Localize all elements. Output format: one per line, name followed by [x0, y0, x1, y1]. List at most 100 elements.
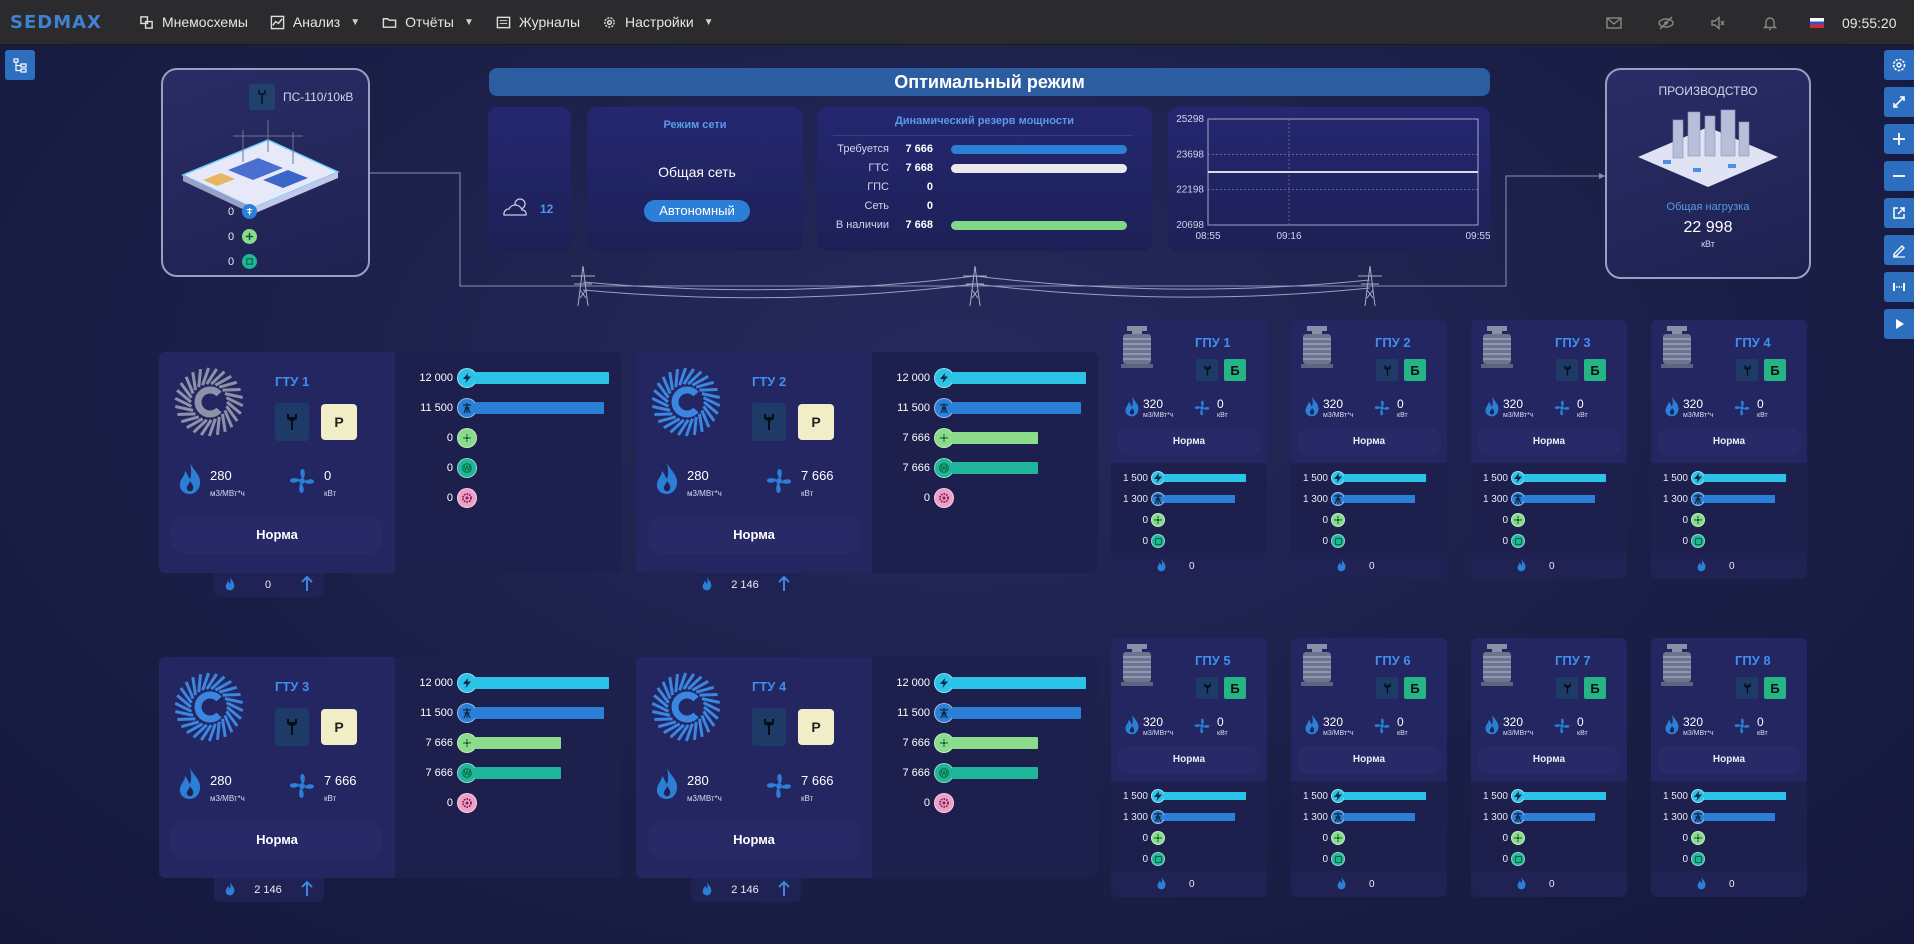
- mode-button[interactable]: Б: [1764, 677, 1786, 699]
- bar-row: 0: [1651, 513, 1705, 527]
- regime-option-autonomous[interactable]: Автономный: [644, 200, 750, 222]
- menu-item-analysis[interactable]: Анализ ▼: [259, 0, 371, 45]
- grid-icon: [1691, 534, 1705, 548]
- open-external-button[interactable]: [1884, 198, 1914, 228]
- gpu-card[interactable]: ГПУ 1 Б 320 м3/МВт*ч 0 кВт Норма 1 500 1 300 0 0: [1111, 320, 1267, 553]
- mode-button[interactable]: Р: [798, 404, 834, 440]
- flame-icon: [1336, 558, 1347, 575]
- signal-button[interactable]: [1884, 272, 1914, 302]
- transmission-icon: [1691, 492, 1705, 506]
- gas-flow-value: 0: [1369, 560, 1375, 572]
- mode-button[interactable]: Р: [798, 709, 834, 745]
- wrench-icon[interactable]: [1196, 677, 1218, 699]
- wrench-icon[interactable]: [1376, 677, 1398, 699]
- gtu-card[interactable]: ГТУ 2 Р 280 м3/МВт*ч 7 666 кВт Норма 12 000 11 5…: [636, 352, 1098, 573]
- zoom-out-button[interactable]: [1884, 161, 1914, 191]
- mode-button[interactable]: Б: [1224, 677, 1246, 699]
- wrench-icon[interactable]: [1736, 677, 1758, 699]
- bar-fill: [475, 677, 609, 689]
- gpu-info: ГПУ 2 Б 320 м3/МВт*ч 0 кВт Норма: [1291, 320, 1447, 463]
- arrow-up-icon[interactable]: [300, 880, 314, 900]
- wrench-icon[interactable]: [1196, 359, 1218, 381]
- wrench-icon[interactable]: [1376, 359, 1398, 381]
- settings-button[interactable]: [1884, 50, 1914, 80]
- gtu-card[interactable]: ГТУ 1 Р 280 м3/МВт*ч 0 кВт Норма 12 000 11 500 0 0…: [159, 352, 621, 573]
- bar-row: 7 666: [872, 428, 1038, 448]
- substation-card[interactable]: ПС-110/10кВ 0 0 0: [161, 68, 370, 277]
- bar-row: 7 666 W: [872, 763, 1038, 783]
- total-load-unit: кВт: [1701, 239, 1715, 249]
- bar-label: 7 666: [902, 737, 930, 749]
- gtu-bars: 12 000 11 500 7 666 7 666 W 0: [872, 657, 1098, 878]
- gpu-card[interactable]: ГПУ 8 Б 320 м3/МВт*ч 0 кВт Норма 1 500 1 300 0 0: [1651, 638, 1807, 871]
- flame-icon: [1156, 876, 1167, 893]
- lightning-icon: [1511, 471, 1525, 485]
- wrench-icon[interactable]: [752, 403, 786, 441]
- production-card[interactable]: ПРОИЗВОДСТВО Общая нагрузка 22 998 кВт: [1605, 68, 1811, 279]
- wrench-icon[interactable]: [1556, 677, 1578, 699]
- mode-button[interactable]: Р: [321, 709, 357, 745]
- sound-icon[interactable]: [1706, 11, 1730, 35]
- gtu-card[interactable]: ГТУ 3 Р 280 м3/МВт*ч 7 666 кВт Норма 12 000 11 5…: [159, 657, 621, 878]
- gas-unit: м3/МВт*ч: [1323, 730, 1354, 737]
- grid-icon: [1151, 852, 1165, 866]
- arrow-up-icon[interactable]: [777, 575, 791, 595]
- gpu-card[interactable]: ГПУ 4 Б 320 м3/МВт*ч 0 кВт Норма 1 500 1 300 0 0: [1651, 320, 1807, 553]
- arrow-up-icon[interactable]: [777, 880, 791, 900]
- mode-button[interactable]: Б: [1404, 677, 1426, 699]
- gpu-title: ГПУ 6: [1375, 653, 1411, 668]
- menu-item-mnemo[interactable]: Мнемосхемы: [128, 0, 259, 45]
- play-button[interactable]: [1884, 309, 1914, 339]
- mode-button[interactable]: Б: [1404, 359, 1426, 381]
- eye-off-icon[interactable]: [1654, 11, 1678, 35]
- substation-title: ПС-110/10кВ: [283, 90, 354, 104]
- gear-icon: [457, 793, 477, 813]
- reserve-bar: [951, 164, 1127, 173]
- mode-button[interactable]: Б: [1764, 359, 1786, 381]
- gpu-card[interactable]: ГПУ 7 Б 320 м3/МВт*ч 0 кВт Норма 1 500 1 300 0 0: [1471, 638, 1627, 871]
- reserve-value: 0: [926, 181, 933, 193]
- bar-row: 1 300: [1291, 492, 1415, 506]
- gpu-card[interactable]: ГПУ 6 Б 320 м3/МВт*ч 0 кВт Норма 1 500 1 300 0 0: [1291, 638, 1447, 871]
- mode-button[interactable]: Б: [1224, 359, 1246, 381]
- bell-icon[interactable]: [1758, 11, 1782, 35]
- gpu-card[interactable]: ГПУ 3 Б 320 м3/МВт*ч 0 кВт Норма 1 500 1 300 0 0: [1471, 320, 1627, 553]
- bar-label: 0: [446, 462, 453, 474]
- tree-toggle-button[interactable]: [5, 50, 35, 80]
- mail-icon[interactable]: [1602, 11, 1626, 35]
- zoom-in-button[interactable]: [1884, 124, 1914, 154]
- edit-button[interactable]: [1884, 235, 1914, 265]
- wrench-icon[interactable]: [249, 84, 275, 110]
- wrench-icon[interactable]: [1736, 359, 1758, 381]
- bar-row: 1 300: [1471, 492, 1595, 506]
- bar-fill: [1704, 792, 1786, 800]
- wrench-icon[interactable]: [275, 708, 309, 746]
- reserve-label: Сеть: [864, 200, 889, 212]
- menu-item-journals[interactable]: Журналы: [485, 0, 591, 45]
- fit-button[interactable]: [1884, 87, 1914, 117]
- transmission-icon: [934, 703, 954, 723]
- gpu-card[interactable]: ГПУ 2 Б 320 м3/МВт*ч 0 кВт Норма 1 500 1 300 0 0: [1291, 320, 1447, 553]
- wrench-icon[interactable]: [275, 403, 309, 441]
- regime-option-grid[interactable]: Общая сеть: [637, 160, 757, 184]
- fan-icon: [761, 463, 797, 504]
- bar-label: 1 300: [1302, 811, 1328, 823]
- mode-button[interactable]: Р: [321, 404, 357, 440]
- wrench-icon[interactable]: [1556, 359, 1578, 381]
- logo[interactable]: SEDMAX: [10, 11, 102, 33]
- menu-item-reports[interactable]: Отчёты ▼: [371, 0, 485, 45]
- gas-flow-value: 2 146: [731, 579, 759, 591]
- language-flag-icon[interactable]: [1810, 17, 1824, 28]
- gpu-card[interactable]: ГПУ 5 Б 320 м3/МВт*ч 0 кВт Норма 1 500 1 300 0 0: [1111, 638, 1267, 871]
- gtu-card[interactable]: ГТУ 4 Р 280 м3/МВт*ч 7 666 кВт Норма 12 000 11 5…: [636, 657, 1098, 878]
- power-value: 0: [1217, 715, 1224, 729]
- mode-button[interactable]: Б: [1584, 359, 1606, 381]
- bar-label: 7 666: [425, 767, 453, 779]
- wrench-icon[interactable]: [752, 708, 786, 746]
- bar-label: 12 000: [419, 677, 453, 689]
- mode-button[interactable]: Б: [1584, 677, 1606, 699]
- arrow-up-icon[interactable]: [300, 575, 314, 595]
- reserve-label: В наличии: [835, 219, 889, 231]
- menu-item-settings[interactable]: Настройки ▼: [591, 0, 725, 45]
